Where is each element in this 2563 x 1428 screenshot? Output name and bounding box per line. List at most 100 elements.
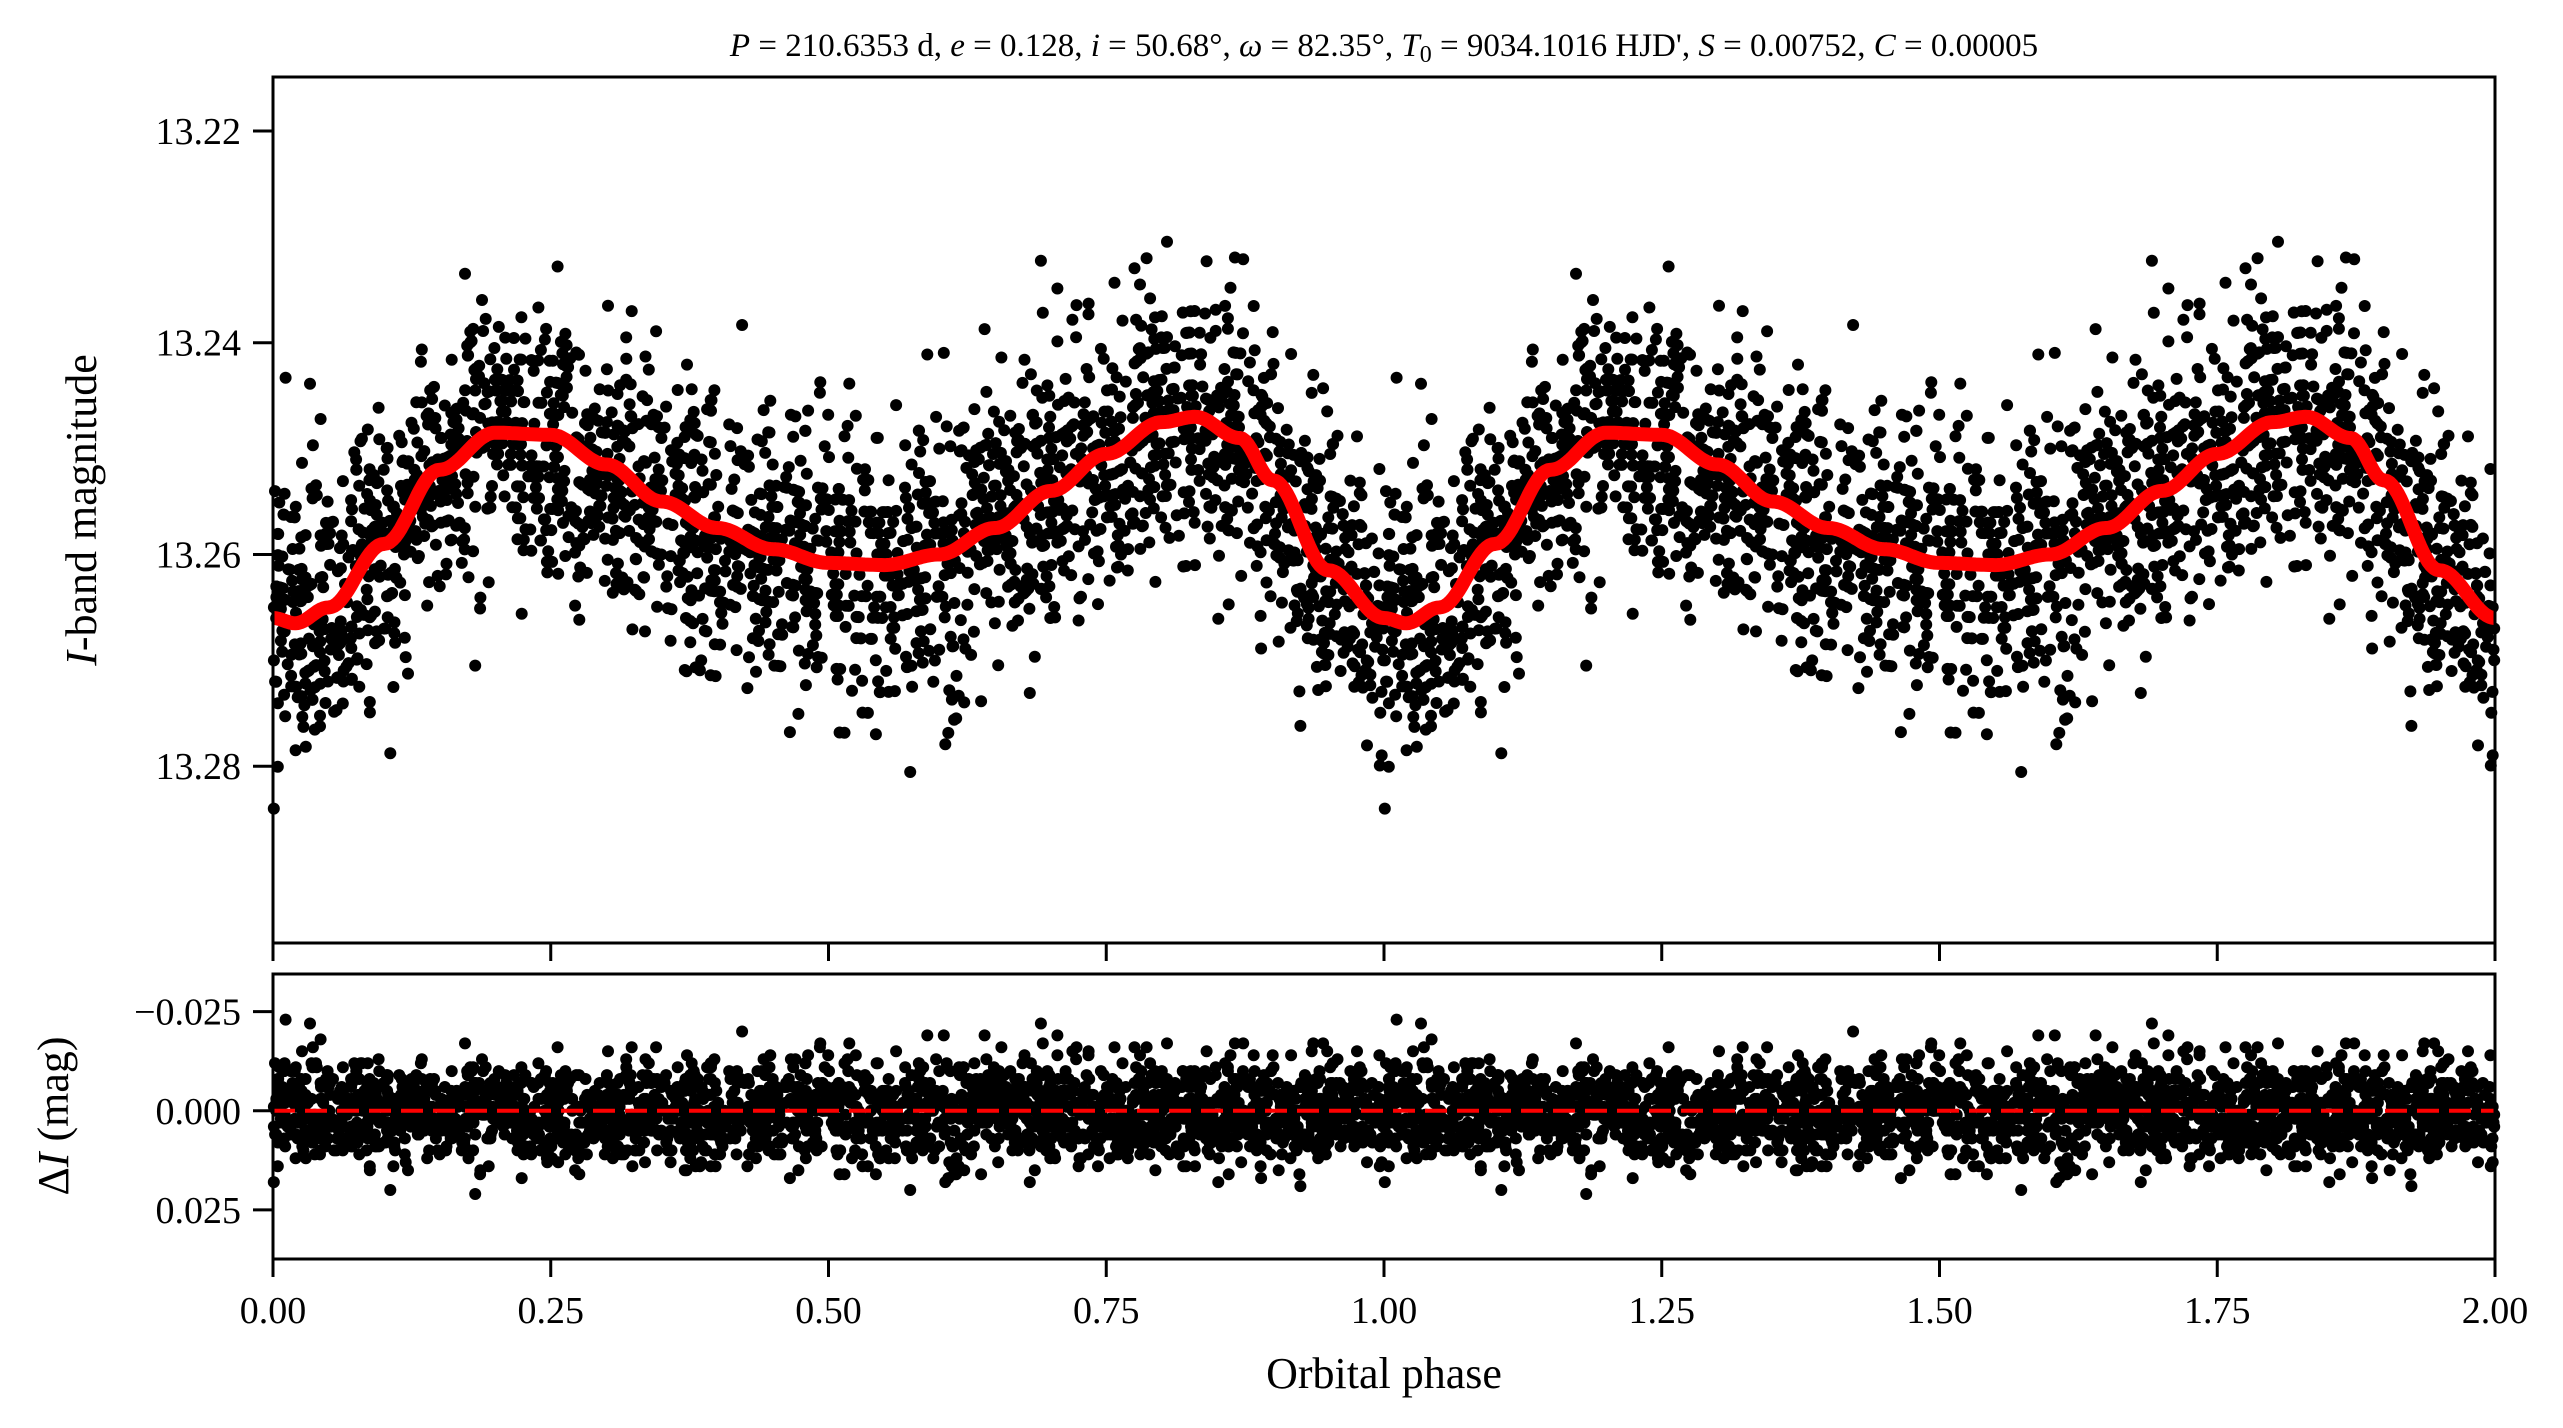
data-point (541, 566, 554, 579)
data-point (933, 442, 946, 455)
data-point (1785, 576, 1798, 589)
data-point (464, 325, 477, 338)
data-point (1876, 490, 1889, 503)
data-point (2237, 411, 2250, 424)
data-point (943, 684, 956, 697)
data-point (917, 635, 930, 648)
data-point (1868, 562, 1881, 575)
data-point (724, 440, 737, 453)
data-point (1384, 496, 1397, 509)
data-point (1260, 576, 1273, 589)
data-point (691, 567, 704, 580)
data-point (1874, 426, 1887, 439)
data-point (483, 501, 496, 514)
data-point (1492, 452, 1505, 465)
data-point (314, 413, 327, 425)
data-point (1777, 455, 1790, 468)
data-point (851, 611, 864, 623)
residual-point (1993, 1073, 2006, 1085)
data-point (1400, 680, 1413, 693)
data-point (1819, 447, 1832, 460)
data-point (770, 522, 783, 535)
data-point (2320, 494, 2333, 507)
data-point (388, 627, 401, 640)
data-point (1254, 546, 1267, 559)
data-point (1374, 706, 1387, 719)
data-point (1845, 445, 1858, 458)
data-point (271, 549, 284, 562)
data-point (1425, 646, 1437, 659)
data-point (1816, 394, 1829, 407)
data-point (291, 691, 304, 704)
data-point (437, 484, 450, 497)
data-point (519, 332, 532, 345)
data-point (1221, 312, 1234, 325)
data-point (1387, 645, 1400, 658)
data-point (434, 432, 447, 444)
data-point (924, 623, 937, 636)
data-point (1812, 403, 1825, 416)
data-point (1139, 507, 1152, 519)
data-point (1618, 332, 1631, 344)
data-point (1156, 490, 1169, 503)
data-point (612, 483, 625, 496)
data-point (861, 706, 874, 719)
data-point (2155, 410, 2168, 423)
data-point (899, 439, 912, 452)
data-point (1626, 607, 1639, 620)
data-point (784, 514, 797, 527)
data-point (914, 625, 927, 638)
data-point (2012, 608, 2025, 620)
data-point (581, 408, 594, 421)
data-point (1521, 533, 1534, 546)
data-point (1051, 282, 1064, 295)
data-point (293, 542, 306, 555)
data-point (1585, 591, 1598, 604)
data-point (820, 525, 833, 538)
data-point (1820, 670, 1833, 683)
data-point (1887, 618, 1899, 631)
data-point (2069, 696, 2082, 709)
data-point (613, 526, 626, 539)
data-point (904, 766, 917, 778)
data-point (2239, 357, 2252, 370)
data-point (527, 470, 540, 483)
data-point (1204, 331, 1217, 344)
data-point (1280, 423, 1293, 436)
data-point (1777, 519, 1790, 531)
data-point (1962, 611, 1975, 623)
data-point (1878, 596, 1891, 609)
data-point (2238, 517, 2250, 530)
data-point (2141, 437, 2154, 450)
data-point (2447, 508, 2460, 521)
data-point (1425, 677, 1438, 690)
data-point (1513, 667, 1525, 680)
data-point (643, 533, 655, 546)
data-point (696, 464, 709, 477)
data-point (1172, 529, 1185, 542)
data-point (353, 680, 366, 693)
data-point (1397, 574, 1410, 587)
data-point (373, 433, 386, 446)
data-point (2248, 371, 2261, 384)
data-point (2405, 719, 2418, 732)
data-point (2380, 527, 2392, 540)
data-point (382, 494, 395, 507)
data-point (1051, 335, 1064, 348)
data-point (1407, 456, 1419, 469)
data-point (764, 394, 777, 407)
data-point (328, 705, 341, 718)
data-point (2281, 509, 2294, 522)
data-point (954, 614, 967, 627)
data-point (2254, 536, 2267, 549)
data-point (757, 562, 770, 575)
data-point (2055, 630, 2068, 643)
data-point (1492, 590, 1504, 603)
data-point (709, 564, 722, 577)
data-point (858, 484, 871, 497)
data-point (887, 516, 900, 528)
data-point (993, 563, 1006, 576)
data-point (1870, 446, 1883, 459)
data-point (995, 351, 1008, 364)
data-point (2183, 614, 2196, 627)
